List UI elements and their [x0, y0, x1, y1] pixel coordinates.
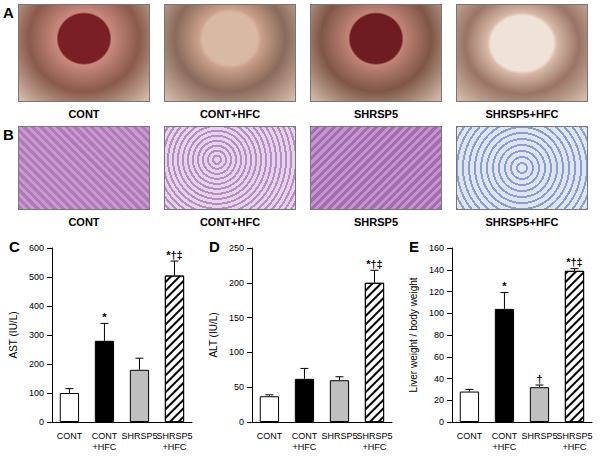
svg-text:40: 40	[434, 374, 444, 384]
svg-text:SHRSP5: SHRSP5	[121, 431, 157, 441]
svg-text:+HFC: +HFC	[293, 442, 317, 452]
svg-text:†: †	[536, 373, 542, 385]
svg-text:100: 100	[429, 308, 444, 318]
svg-text:120: 120	[429, 287, 444, 297]
svg-text:300: 300	[29, 330, 44, 340]
svg-text:SHRSP5: SHRSP5	[356, 431, 392, 441]
svg-text:C: C	[9, 238, 20, 255]
html-text:B: B	[3, 126, 14, 143]
svg-text:+HFC: +HFC	[93, 442, 117, 452]
svg-text:400: 400	[29, 301, 44, 311]
svg-text:CONT: CONT	[57, 431, 83, 441]
svg-text:0: 0	[39, 417, 44, 427]
html-text:SHRSP5+HFC: SHRSP5+HFC	[485, 108, 559, 120]
svg-text:AST (IU/L): AST (IU/L)	[8, 311, 19, 358]
html-text:CONT+HFC: CONT+HFC	[199, 216, 261, 228]
html-text:A: A	[3, 4, 14, 21]
svg-text:100: 100	[229, 347, 244, 357]
svg-text:200: 200	[29, 359, 44, 369]
svg-text:500: 500	[29, 272, 44, 282]
svg-text:0: 0	[439, 417, 444, 427]
svg-text:CONT: CONT	[92, 431, 118, 441]
svg-text:*: *	[502, 280, 507, 292]
svg-text:+HFC: +HFC	[563, 442, 587, 452]
svg-text:250: 250	[229, 243, 244, 253]
svg-text:200: 200	[229, 278, 244, 288]
html-text:SHRSP5: SHRSP5	[354, 108, 398, 120]
svg-text:50: 50	[234, 382, 244, 392]
svg-text:*†‡: *†‡	[166, 249, 183, 261]
html-text:SHRSP5: SHRSP5	[354, 216, 398, 228]
svg-text:CONT: CONT	[492, 431, 518, 441]
svg-text:CONT: CONT	[292, 431, 318, 441]
html-text:CONT: CONT	[68, 108, 100, 120]
html-text:CONT: CONT	[68, 216, 100, 228]
svg-text:E: E	[409, 238, 419, 255]
svg-text:+HFC: +HFC	[163, 442, 187, 452]
svg-text:CONT: CONT	[457, 431, 483, 441]
svg-text:150: 150	[229, 313, 244, 323]
html-text:SHRSP5+HFC: SHRSP5+HFC	[485, 216, 559, 228]
svg-text:Liver weight / body weight: Liver weight / body weight	[408, 277, 419, 392]
svg-text:*: *	[102, 311, 107, 323]
svg-text:SHRSP5: SHRSP5	[556, 431, 592, 441]
svg-text:0: 0	[239, 417, 244, 427]
html-text:CONT+HFC: CONT+HFC	[199, 108, 261, 120]
svg-text:140: 140	[429, 265, 444, 275]
svg-text:ALT (IU/L): ALT (IU/L)	[208, 312, 219, 357]
svg-text:600: 600	[29, 243, 44, 253]
svg-text:80: 80	[434, 330, 444, 340]
svg-text:160: 160	[429, 243, 444, 253]
svg-text:SHRSP5: SHRSP5	[521, 431, 557, 441]
svg-text:CONT: CONT	[257, 431, 283, 441]
svg-text:SHRSP5: SHRSP5	[156, 431, 192, 441]
svg-text:D: D	[209, 238, 220, 255]
svg-text:+HFC: +HFC	[493, 442, 517, 452]
svg-text:20: 20	[434, 395, 444, 405]
svg-text:*†‡: *†‡	[566, 256, 583, 268]
svg-text:100: 100	[29, 388, 44, 398]
svg-text:*†‡: *†‡	[366, 258, 383, 270]
svg-text:60: 60	[434, 352, 444, 362]
svg-text:+HFC: +HFC	[363, 442, 387, 452]
svg-text:SHRSP5: SHRSP5	[321, 431, 357, 441]
